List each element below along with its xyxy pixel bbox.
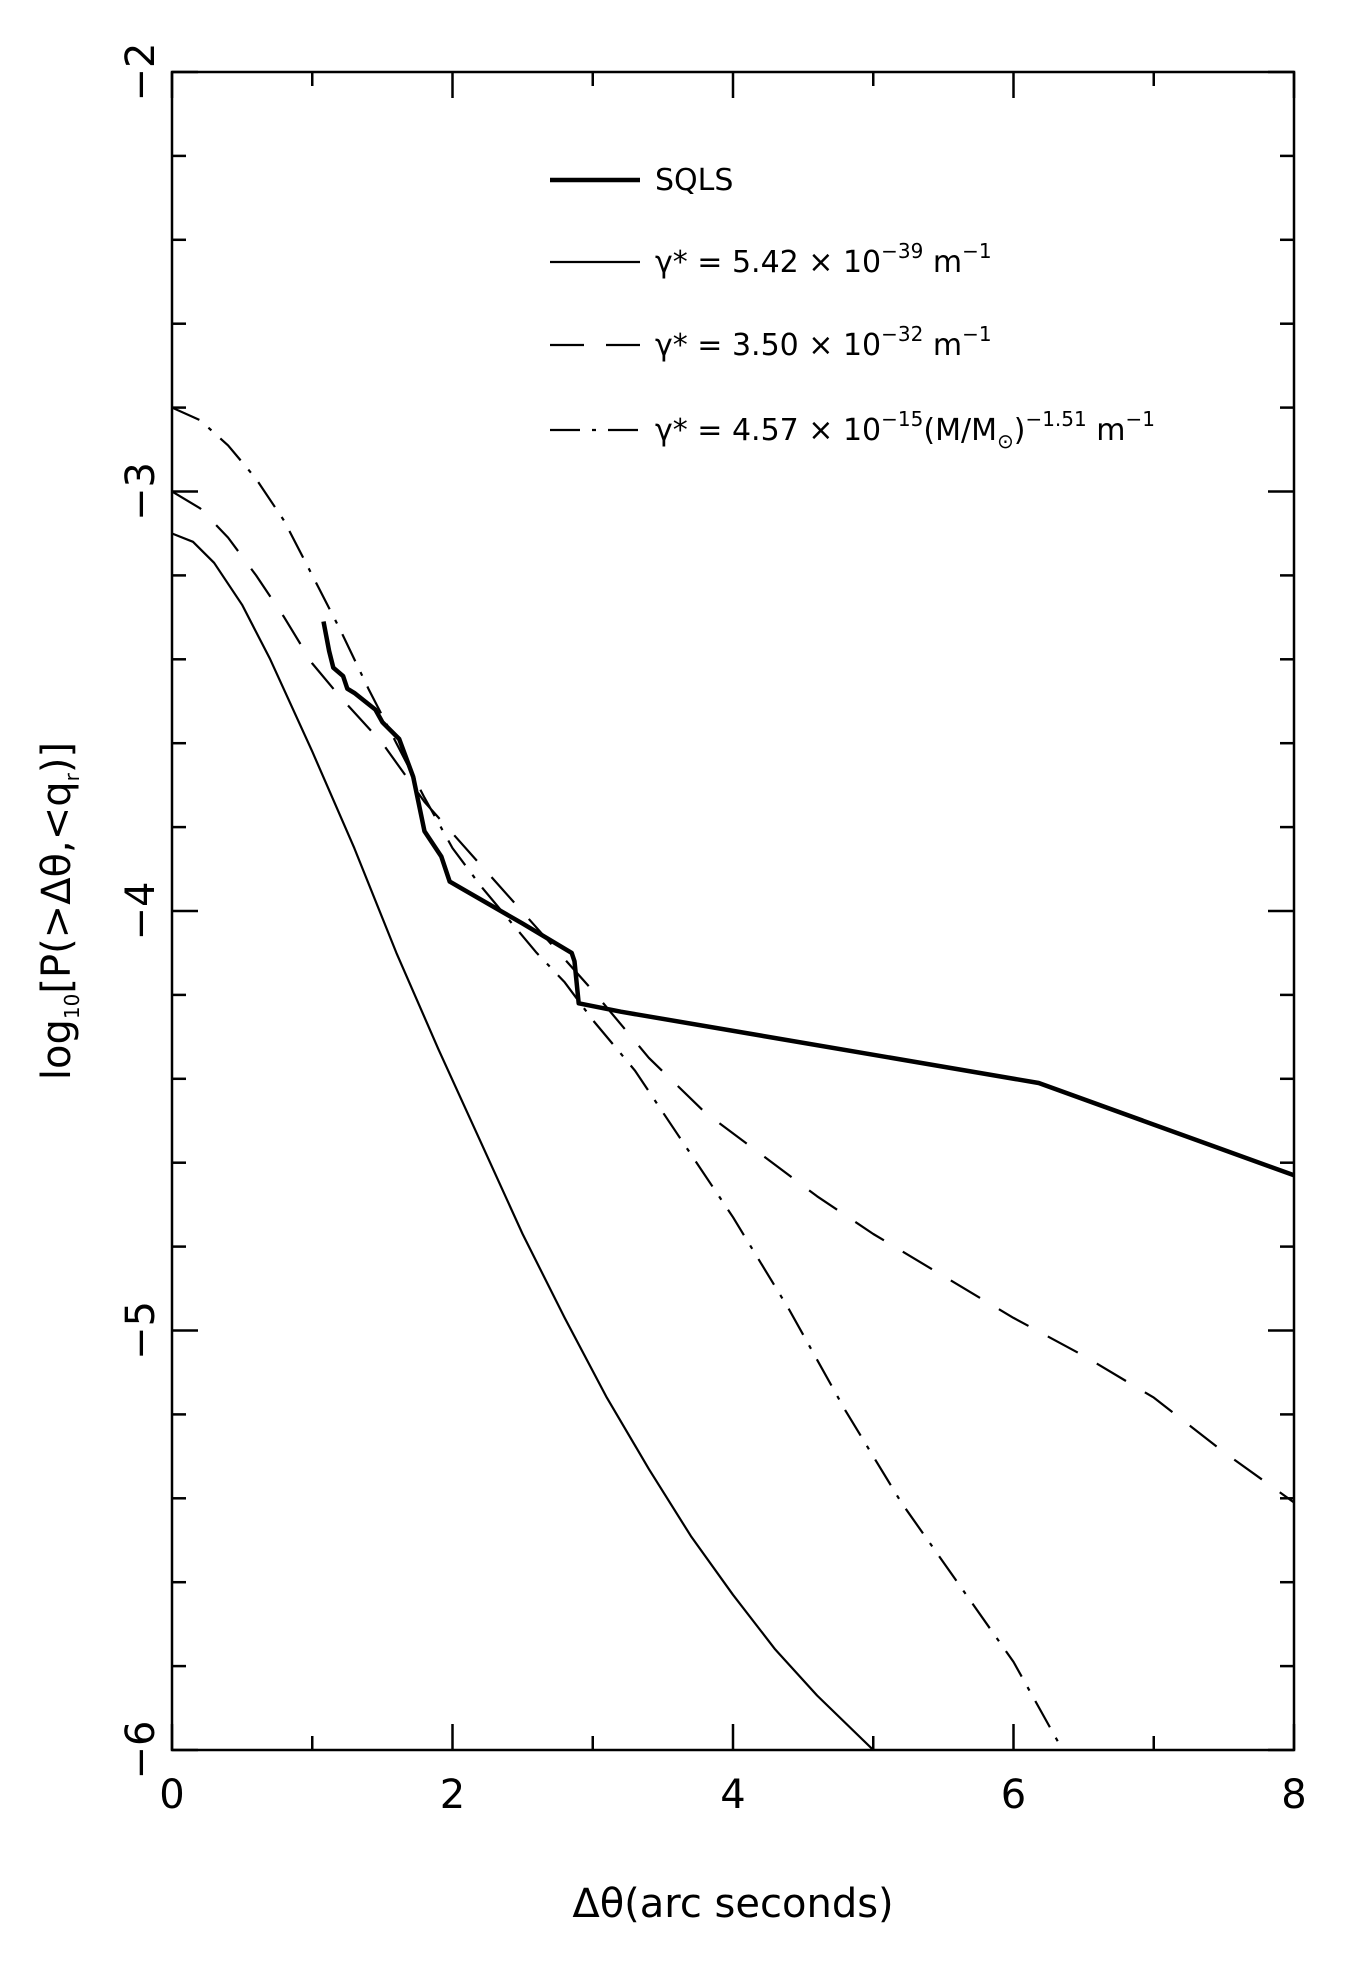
legend-text-part: −1 [962, 239, 991, 263]
legend-text-part: −1 [1126, 407, 1155, 431]
legend-text-part: ) [1014, 413, 1026, 448]
legend-text-part: m [923, 328, 962, 363]
x-tick-label: 8 [1281, 1772, 1306, 1818]
series-line-g3 [172, 406, 1064, 1750]
y-axis-title-arg-end: )] [34, 742, 80, 773]
x-tick-label: 6 [1001, 1772, 1026, 1818]
legend-text-part: −1 [962, 322, 991, 346]
series-line-g1 [172, 532, 875, 1750]
series-layer [172, 406, 1294, 1750]
axis-ticks [170, 70, 1296, 1752]
y-axis-title-arg: [P(>Δθ,<q [34, 781, 80, 993]
legend-label-g1: γ* = 5.42 × 10−39 m−1 [655, 239, 992, 280]
plot-frame [170, 70, 1296, 1752]
series-line-sqls [321, 621, 1294, 1178]
y-tick-label: −4 [118, 882, 164, 941]
legend-text-part: −32 [881, 322, 923, 346]
legend-text-part: −39 [881, 239, 923, 263]
y-tick-label: −5 [118, 1301, 164, 1360]
y-axis-title-base-sub: 10 [60, 994, 84, 1019]
y-tick-label: −3 [118, 462, 164, 521]
legend-text-part: γ* = 3.50 × 10 [655, 328, 881, 363]
x-axis-tick-labels: 0 2 4 6 8 [159, 1772, 1306, 1818]
x-tick-label: 4 [720, 1772, 745, 1818]
legend-text-part: SQLS [655, 163, 733, 198]
y-tick-label: −6 [118, 1721, 164, 1780]
y-axis-tick-labels: −2 −3 −4 −5 −6 [118, 43, 164, 1780]
y-axis-title-arg-sub: r [60, 772, 84, 781]
x-tick-label: 0 [159, 1772, 184, 1818]
legend-text-part: γ* = 5.42 × 10 [655, 245, 881, 280]
y-axis-title: log10[P(>Δθ,<qr)] [34, 742, 84, 1080]
legend-label-g2: γ* = 3.50 × 10−32 m−1 [655, 322, 992, 363]
legend-text-part: −15 [881, 407, 923, 431]
legend-text-part: m [1087, 413, 1126, 448]
y-axis-title-base: log [34, 1019, 80, 1080]
legend-text-part: ⊙ [997, 429, 1014, 453]
legend-text-part: −1.51 [1025, 407, 1086, 431]
x-tick-label: 2 [440, 1772, 465, 1818]
y-tick-label: −2 [118, 43, 164, 102]
x-axis-title: Δθ(arc seconds) [572, 1881, 893, 1927]
legend-label-g3: γ* = 4.57 × 10−15(M/M⊙)−1.51 m−1 [655, 407, 1155, 453]
legend-text-part: (M/M [923, 413, 997, 448]
legend-text-part: γ* = 4.57 × 10 [655, 413, 881, 448]
series-line-g2 [172, 490, 1294, 1504]
legend-label-sqls: SQLS [655, 163, 733, 198]
legend-text-part: m [923, 245, 962, 280]
